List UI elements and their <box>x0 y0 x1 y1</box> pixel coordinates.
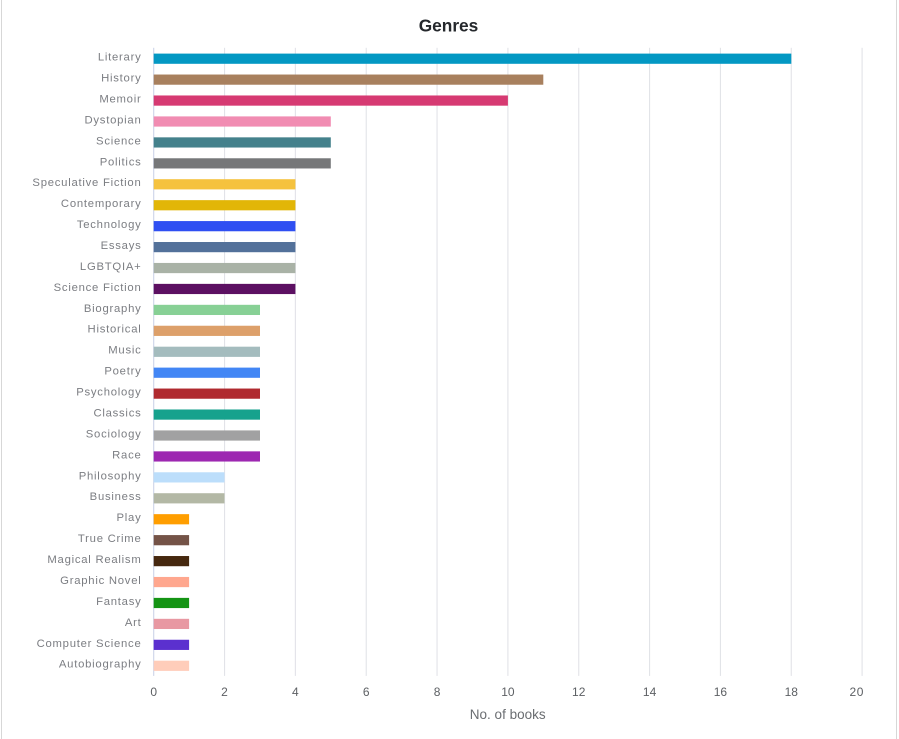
svg-text:20: 20 <box>850 685 865 699</box>
svg-text:14: 14 <box>643 685 657 699</box>
svg-text:Biography: Biography <box>84 303 142 315</box>
svg-text:Computer Science: Computer Science <box>37 638 142 650</box>
svg-text:Genres: Genres <box>419 16 479 36</box>
svg-text:Magical Realism: Magical Realism <box>47 554 141 566</box>
svg-text:Dystopian: Dystopian <box>85 114 142 126</box>
svg-text:Autobiography: Autobiography <box>59 659 142 671</box>
svg-text:History: History <box>101 73 141 85</box>
svg-text:8: 8 <box>434 685 441 699</box>
svg-text:Literary: Literary <box>98 52 142 64</box>
svg-text:Historical: Historical <box>88 324 142 336</box>
svg-text:No. of books: No. of books <box>470 707 546 722</box>
svg-text:Science Fiction: Science Fiction <box>54 282 142 294</box>
svg-text:LGBTQIA+: LGBTQIA+ <box>80 261 142 273</box>
svg-text:Classics: Classics <box>93 407 141 419</box>
svg-text:Play: Play <box>117 512 142 524</box>
svg-text:Memoir: Memoir <box>99 93 141 105</box>
svg-text:Politics: Politics <box>100 156 142 168</box>
svg-text:Psychology: Psychology <box>76 387 141 399</box>
svg-text:Race: Race <box>112 449 141 461</box>
svg-text:16: 16 <box>714 685 728 699</box>
svg-text:Sociology: Sociology <box>86 428 142 440</box>
svg-text:Philosophy: Philosophy <box>79 470 142 482</box>
svg-text:0: 0 <box>150 685 157 699</box>
svg-text:4: 4 <box>292 685 299 699</box>
svg-text:6: 6 <box>363 685 370 699</box>
svg-text:Speculative Fiction: Speculative Fiction <box>32 177 141 189</box>
svg-text:Music: Music <box>108 345 141 357</box>
svg-text:Contemporary: Contemporary <box>61 198 142 210</box>
svg-text:12: 12 <box>572 685 586 699</box>
svg-text:Technology: Technology <box>77 219 142 231</box>
svg-text:Art: Art <box>125 617 142 629</box>
svg-text:18: 18 <box>785 685 799 699</box>
svg-text:10: 10 <box>501 685 515 699</box>
svg-text:Poetry: Poetry <box>104 366 141 378</box>
svg-text:Graphic Novel: Graphic Novel <box>60 575 141 587</box>
svg-text:Business: Business <box>90 491 142 503</box>
svg-text:Science: Science <box>96 135 141 147</box>
svg-text:Fantasy: Fantasy <box>96 596 141 608</box>
svg-text:Essays: Essays <box>101 240 142 252</box>
svg-text:2: 2 <box>221 685 228 699</box>
svg-text:True Crime: True Crime <box>78 533 142 545</box>
